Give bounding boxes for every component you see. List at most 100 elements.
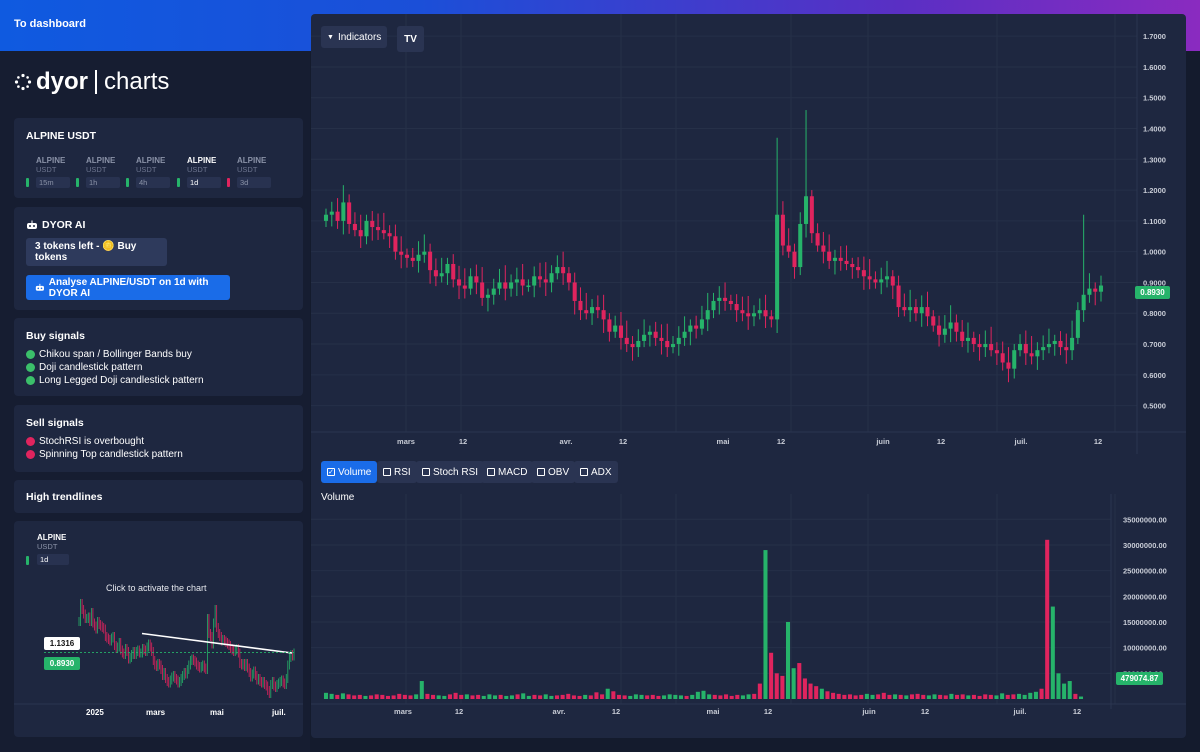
timeframe-15m[interactable]: ALPINE USDT 15m [26,156,72,190]
y-tick-label: 1.7000 [1143,32,1166,41]
candle-body [856,267,861,271]
y-tick-label: 0.9000 [1143,278,1166,287]
candle-body [422,251,427,255]
volume-bar [938,694,943,699]
tab-macd[interactable]: MACD [481,461,534,483]
volume-bar [977,695,982,699]
volume-bar [707,694,712,699]
candle-body [549,273,554,283]
tab-stoch-rsi[interactable]: Stoch RSI [416,461,485,483]
indicators-button[interactable]: ▼ Indicators [321,26,388,48]
volume-bar [1011,694,1016,699]
y-tick-label: 1.4000 [1143,125,1166,134]
tradingview-logo-button[interactable]: TV [397,26,424,52]
candle-body [879,279,884,283]
candle-body [884,276,890,280]
main-chart-panel: 1.7000 1.6000 1.5000 1.4000 1.3000 1.2000 1.10… [311,14,1186,738]
volume-chart[interactable]: 35000000.00 30000000.00 25000000.00 2000000… [311,494,1186,734]
volume-bar [1073,693,1078,699]
volume-bar [893,694,898,699]
price-chart[interactable]: 1.7000 1.6000 1.5000 1.4000 1.3000 1.2000 1.10… [311,14,1186,454]
tab-obv[interactable]: OBV [531,461,576,483]
mini-tf: 1d [37,554,69,565]
candle-body [537,276,543,280]
candle-body [578,300,583,311]
candle-body [480,282,485,298]
y-tick-label: 0.8000 [1143,309,1166,318]
volume-bar [876,694,881,699]
timeframe-1d[interactable]: ALPINE USDT 1d [177,156,223,190]
candle-body [329,211,334,215]
candle-body [844,260,849,264]
candle-body [370,220,375,228]
volume-bar [1016,693,1022,699]
sell-signal-item: StochRSI is overbought [26,436,144,447]
candle-body [555,267,560,274]
candle-body [919,307,924,314]
tf-quote: USDT [36,165,57,174]
buy-signals-title: Buy signals [26,330,85,342]
candle-body [1058,340,1063,348]
analyse-button[interactable]: Analyse ALPINE/USDT on 1d with DYOR AI [26,275,230,300]
mini-chart-panel[interactable]: ALPINE USDT 1d Click to activate the cha… [14,521,303,737]
to-dashboard-link[interactable]: To dashboard [14,18,86,30]
volume-bar [757,683,762,699]
timeframe-4h[interactable]: ALPINE USDT 4h [126,156,172,190]
tf-label: 1d [187,177,221,188]
volume-bar [949,693,954,699]
candle-body [1070,337,1075,351]
logo-product: charts [104,68,170,95]
tab-adx[interactable]: ADX [574,461,618,483]
volume-bar [560,694,565,699]
volume-bar [915,693,920,699]
candle-body [647,331,652,335]
logo-brand: dyor [36,68,89,95]
candle-body [590,307,595,314]
volume-bar [431,694,436,699]
candle-body [682,331,687,338]
volume-bar [543,694,548,699]
x-tick-label: mars [394,707,412,716]
checkbox-icon [580,468,588,476]
candle-body [1029,353,1034,357]
volume-bar [633,694,638,699]
volume-bar [566,693,571,699]
candle-body [688,325,693,332]
buy-tokens-button[interactable]: 3 tokens left - 🪙 Buy tokens [26,238,167,266]
activate-overlay[interactable]: Click to activate the chart [102,581,211,595]
candle-body [994,350,999,354]
candle-body [775,214,780,320]
volume-bar [425,693,430,699]
volume-bar [436,695,441,699]
mini-chart[interactable] [14,579,303,729]
volume-bar [1039,688,1044,699]
candle-body [526,285,531,288]
volume-bar [453,692,458,699]
volume-bar [831,692,836,699]
y-tick-label: 20000000.00 [1123,592,1167,601]
y-tick-label: 1.2000 [1143,186,1166,195]
volume-bar [521,693,526,699]
candle-body [665,340,670,348]
volume-bar [752,693,757,699]
robot-icon [27,220,37,229]
tab-volume[interactable]: ✓ Volume [321,461,378,483]
volume-bar [1022,694,1027,699]
candle-body [509,282,514,289]
volume-bar [735,694,740,699]
x-tick-label: juil. [1014,437,1028,446]
x-tick-label: 12 [1094,437,1102,446]
indicators-label: Indicators [337,31,382,43]
tab-rsi[interactable]: RSI [377,461,417,483]
candle-body [786,245,791,252]
volume-bar [329,693,334,699]
volume-bar [408,695,413,699]
volume-bar [554,695,560,699]
timeframe-1h[interactable]: ALPINE USDT 1h [76,156,122,190]
candle-body [485,294,490,298]
volume-bar [955,694,960,699]
timeframe-3d[interactable]: ALPINE USDT 3d [227,156,273,190]
volume-bar [819,688,824,699]
volume-bar [442,695,447,699]
volume-bar [769,652,774,699]
